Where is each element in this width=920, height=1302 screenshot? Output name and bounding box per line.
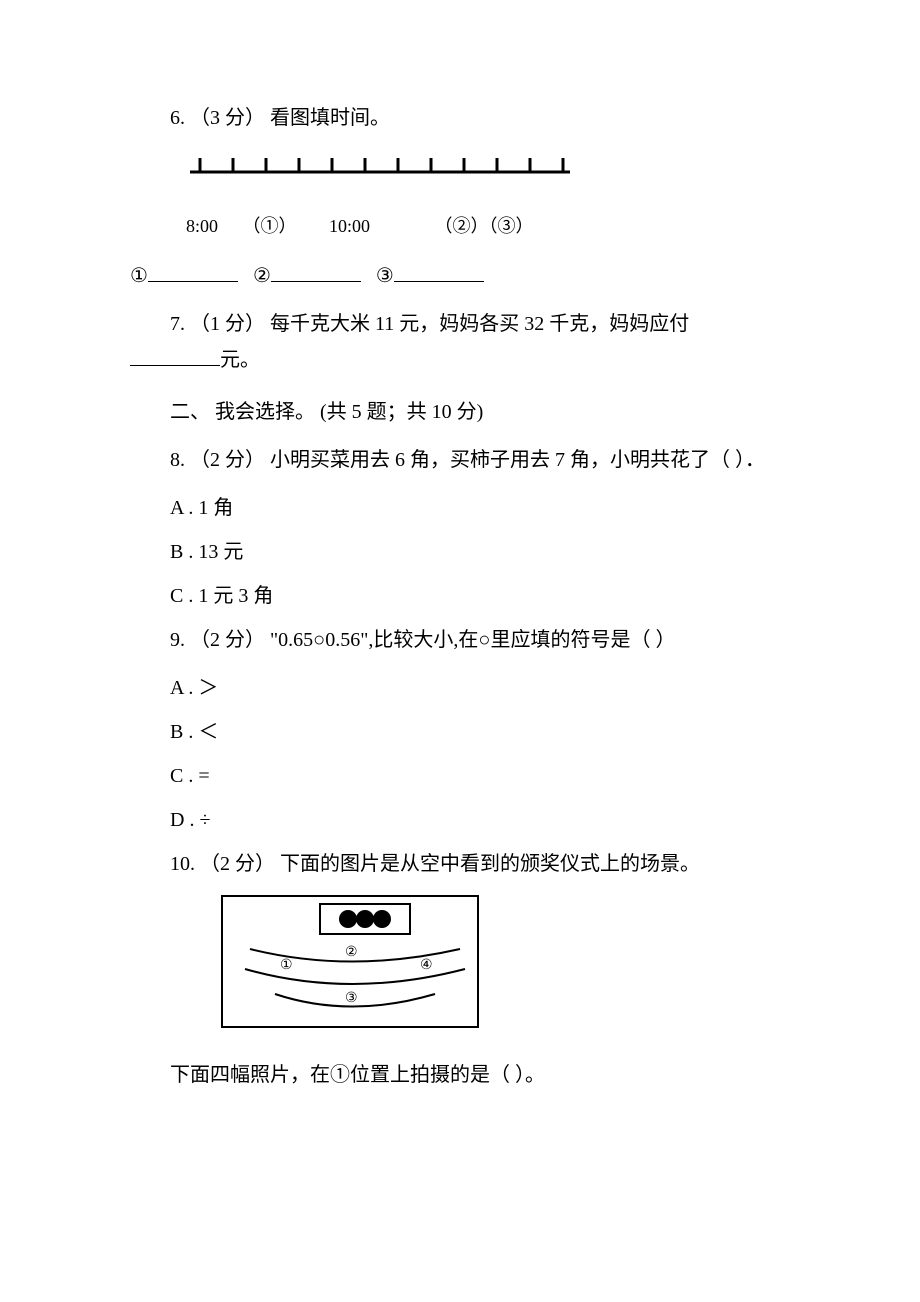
- blank-label-2: ②: [253, 265, 271, 287]
- question-10-followup: 下面四幅照片，在①位置上拍摄的是（ ）。: [130, 1057, 830, 1093]
- svg-text:②: ②: [345, 945, 358, 960]
- question-7-suffix: 元。: [220, 349, 260, 371]
- blank-label-3: ③: [376, 265, 394, 287]
- timeline-label-1: 8:00: [186, 210, 218, 242]
- blank-2[interactable]: [271, 262, 361, 282]
- svg-text:④: ④: [420, 958, 433, 973]
- section-2-title: 二、 我会选择。 (共 5 题；共 10 分): [130, 394, 830, 430]
- question-9-option-b: B . ＜: [130, 714, 830, 750]
- podium-diagram: ① ② ④ ③: [220, 894, 830, 1041]
- blank-label-1: ①: [130, 265, 148, 287]
- question-8-option-a: A . 1 角: [130, 490, 830, 526]
- question-9-option-a: A . ＞: [130, 670, 830, 706]
- question-9-text: 9. （2 分） "0.65○0.56",比较大小,在○里应填的符号是（ ）: [130, 622, 830, 658]
- svg-text:①: ①: [280, 958, 293, 973]
- timeline-label-3: 10:00: [329, 210, 370, 242]
- timeline-svg: [180, 152, 580, 182]
- question-10-text: 10. （2 分） 下面的图片是从空中看到的颁奖仪式上的场景。: [130, 846, 830, 882]
- question-6-blanks: ① ② ③: [130, 258, 830, 294]
- podium-svg: ① ② ④ ③: [220, 894, 480, 1029]
- svg-text:③: ③: [345, 991, 358, 1006]
- question-8-text: 8. （2 分） 小明买菜用去 6 角，买柿子用去 7 角，小明共花了（ ）．: [130, 442, 830, 478]
- blank-3[interactable]: [394, 262, 484, 282]
- timeline-label-4: （②）（③）: [435, 210, 534, 242]
- blank-1[interactable]: [148, 262, 238, 282]
- question-7-blank[interactable]: [130, 346, 220, 366]
- question-7-text: 7. （1 分） 每千克大米 11 元，妈妈各买 32 千克，妈妈应付: [170, 313, 689, 335]
- question-9-option-d: D . ÷: [130, 802, 830, 838]
- question-6-text: 6. （3 分） 看图填时间。: [130, 100, 830, 136]
- question-7: 7. （1 分） 每千克大米 11 元，妈妈各买 32 千克，妈妈应付 元。: [130, 306, 830, 378]
- timeline-label-2: （①）: [243, 210, 297, 242]
- timeline-diagram: [180, 152, 830, 194]
- question-8-option-b: B . 13 元: [130, 534, 830, 570]
- timeline-labels: 8:00 （①） 10:00 （②）（③）: [180, 210, 830, 242]
- question-8-option-c: C . 1 元 3 角: [130, 578, 830, 614]
- question-9-option-c: C . =: [130, 758, 830, 794]
